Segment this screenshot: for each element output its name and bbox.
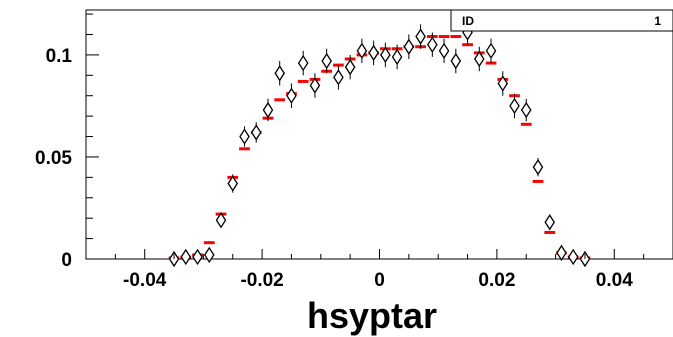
y-tick-label: 0.05 <box>35 148 72 169</box>
data-point-marker <box>556 244 567 262</box>
data-point-marker <box>532 158 544 176</box>
x-tick-label: 0 <box>374 270 385 291</box>
data-point-marker <box>321 52 332 70</box>
x-tick-label: -0.02 <box>240 270 283 291</box>
data-point-marker <box>286 87 297 104</box>
data-point-marker <box>262 101 274 119</box>
data-point-marker <box>192 248 203 266</box>
data-point-marker <box>474 50 485 68</box>
data-point-marker <box>391 48 403 66</box>
data-point-marker <box>509 97 520 115</box>
data-point-marker <box>297 54 309 72</box>
stats-box-value: 1 <box>654 14 661 28</box>
data-point-marker <box>403 38 415 55</box>
y-tick-label: 0 <box>61 250 72 271</box>
data-point-marker <box>344 58 356 76</box>
stats-box-frame <box>450 9 673 32</box>
stats-box: ID 1 <box>450 9 673 32</box>
data-point-marker <box>203 246 215 264</box>
data-point-marker <box>239 128 250 145</box>
data-point-marker <box>567 248 579 266</box>
plot-frame <box>85 9 673 260</box>
data-point-marker <box>333 69 344 86</box>
data-point-marker <box>544 214 556 231</box>
axes-layer: -0.04 -0.02 0 0.02 0.04 0 0.05 0.1 <box>35 13 673 291</box>
data-point-marker <box>274 65 285 82</box>
x-tick-label: 0.02 <box>478 270 515 291</box>
data-point-marker <box>415 28 426 45</box>
data-point-marker <box>180 248 192 266</box>
data-point-marker <box>227 175 239 192</box>
x-axis-title: hsyptar <box>307 295 437 336</box>
data-point-marker <box>427 36 438 53</box>
data-point-marker <box>438 42 450 60</box>
stats-box-label: ID <box>462 14 474 28</box>
data-point-marker <box>356 42 368 60</box>
data-point-marker <box>250 124 262 141</box>
data-point-marker <box>368 44 379 62</box>
data-point-marker <box>520 101 532 119</box>
data-points-layer <box>168 20 591 268</box>
data-point-marker <box>485 42 497 60</box>
data-point-marker <box>380 46 391 64</box>
x-tick-label: 0.04 <box>596 270 633 291</box>
data-point-marker <box>497 75 509 92</box>
data-point-marker <box>309 77 321 94</box>
x-tick-label: -0.04 <box>123 270 167 291</box>
y-tick-label: 0.1 <box>46 46 73 67</box>
data-point-marker <box>450 52 462 70</box>
data-point-marker <box>215 212 227 229</box>
